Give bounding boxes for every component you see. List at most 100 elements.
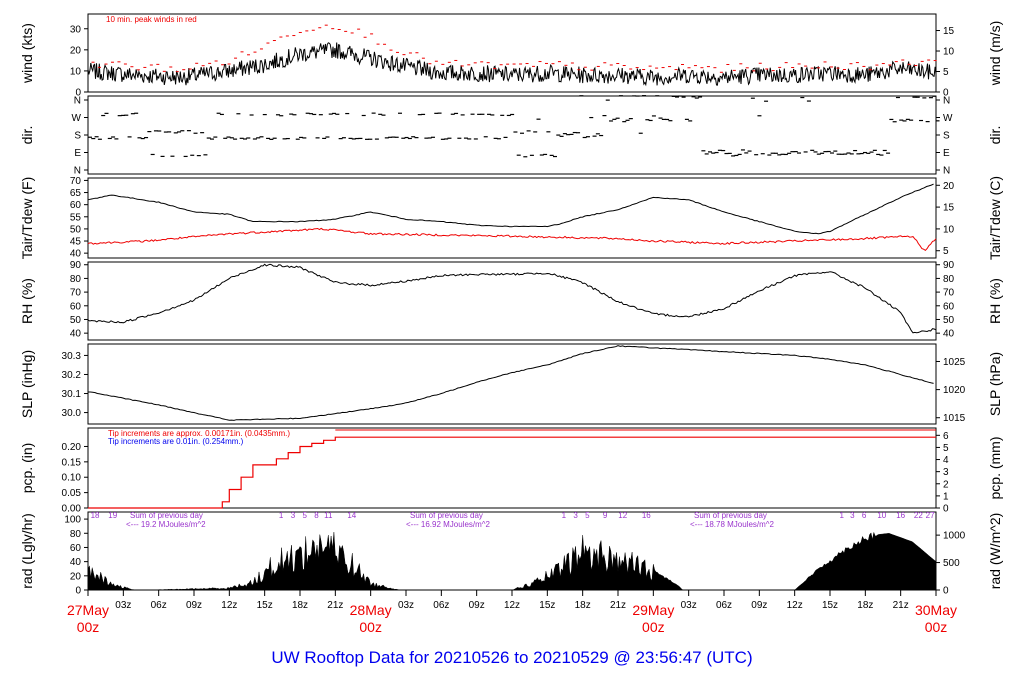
rad-ytick-label-right: 1000 [943, 531, 966, 542]
rad-hour-mark: 16 [642, 511, 651, 520]
x-hour-label: 12z [221, 600, 237, 611]
wind-panel [87, 13, 937, 93]
wind-ytick-label-left: 0 [75, 88, 81, 99]
rh-ytick-label-right: 40 [943, 329, 955, 340]
x-hour-label: 03z [398, 600, 414, 611]
rad-ytick-label-left: 20 [70, 571, 82, 582]
pcp-ylabel-right: pcp. (mm) [987, 437, 1003, 500]
rh-ytick-label-left: 70 [70, 288, 82, 299]
dir-ylabel-left: dir. [19, 126, 35, 145]
x-hour-label: 21z [610, 600, 626, 611]
pcp-ytick-label-left: 0.10 [62, 473, 82, 484]
dir-ytick-label-right: S [943, 131, 950, 142]
rad-hour-mark: 1 [279, 511, 284, 520]
wind-peak-note: 10 min. peak winds in red [106, 15, 197, 24]
slp-ylabel-left: SLP (inHg) [19, 350, 35, 418]
rad-ytick-label-left: 100 [64, 515, 81, 526]
temp-ytick-label-left: 45 [70, 237, 82, 248]
rad-hour-mark: 5 [302, 511, 307, 520]
pcp-ytick-label-left: 0.20 [62, 442, 82, 453]
dir-ytick-label-left: E [74, 148, 81, 159]
x-hour-label: 18z [575, 600, 591, 611]
pcp-panel [87, 427, 937, 509]
x-hour-label: 09z [186, 600, 202, 611]
slp-ylabel-right: SLP (hPa) [987, 352, 1003, 416]
wind-ytick-label-left: 30 [70, 24, 82, 35]
temp-ytick-label-left: 40 [70, 249, 82, 260]
rh-series-line [87, 263, 937, 334]
rad-hour-mark: 19 [108, 511, 117, 520]
x-hour-label: 15z [539, 600, 555, 611]
rh-ytick-label-left: 40 [70, 329, 82, 340]
temp-ytick-label-left: 65 [70, 188, 82, 199]
slp-ytick-label-left: 30.0 [62, 408, 82, 419]
wind-ylabel-left: wind (kts) [19, 23, 35, 84]
rad-hour-mark: 18 [91, 511, 100, 520]
rh-panel [87, 261, 937, 341]
rh-ylabel-left: RH (%) [19, 278, 35, 324]
temp-ylabel-left: Tair/Tdew (F) [19, 177, 35, 259]
footer-title: UW Rooftop Data for 20210526 to 20210529… [271, 648, 753, 667]
rh-ylabel-right: RH (%) [987, 278, 1003, 324]
rh-ytick-label-left: 80 [70, 274, 82, 285]
temp-ytick-label-left: 55 [70, 212, 82, 223]
dir-ytick-label-right: N [943, 96, 950, 107]
pcp-ylabel-left: pcp. (in) [19, 443, 35, 494]
wind-ytick-label-right: 15 [943, 26, 955, 37]
rad-ytick-label-left: 0 [75, 586, 81, 597]
dir-ytick-label-right: N [943, 166, 950, 177]
wind-ytick-label-right: 5 [943, 67, 949, 78]
x-hour-label: 03z [115, 600, 131, 611]
rh-ytick-label-right: 60 [943, 301, 955, 312]
dir-panel [87, 95, 937, 175]
slp-ytick-label-right: 1025 [943, 357, 966, 368]
temp-ytick-label-right: 10 [943, 224, 955, 235]
pcp-ytick-label-left: 0.05 [62, 488, 82, 499]
x-hour-label: 18z [857, 600, 873, 611]
wind-ytick-label-right: 0 [943, 88, 949, 99]
slp-ytick-label-left: 30.2 [62, 370, 82, 381]
rad-ytick-label-right: 0 [943, 586, 949, 597]
rad-hour-mark: 14 [347, 511, 356, 520]
x-hour-label: 15z [822, 600, 838, 611]
x-day-hour-label: 00z [642, 619, 665, 635]
rad-hour-mark: 3 [291, 511, 296, 520]
x-hour-label: 09z [751, 600, 767, 611]
x-day-label: 29May [632, 602, 674, 618]
chart-marks: 0102030051015NWSENNWSEN40455055606570510… [62, 24, 966, 635]
temp-ytick-label-right: 15 [943, 203, 955, 214]
rad-hour-mark: 8 [314, 511, 319, 520]
rad-hour-mark: 1 [840, 511, 845, 520]
dir-ytick-label-right: E [943, 148, 950, 159]
temp-ytick-label-left: 60 [70, 200, 82, 211]
rh-ytick-label-right: 80 [943, 274, 955, 285]
x-day-label: 28May [350, 602, 392, 618]
x-hour-label: 21z [893, 600, 909, 611]
tair-series-line [87, 183, 934, 235]
x-hour-label: 06z [433, 600, 449, 611]
slp-series-line [88, 345, 934, 421]
pcp-ytick-label-right: 3 [943, 467, 949, 478]
rad-ytick-label-left: 40 [70, 557, 82, 568]
rad-hour-mark: 1 [562, 511, 567, 520]
rad-hour-mark: 10 [877, 511, 886, 520]
rad-hour-mark: 12 [618, 511, 627, 520]
pcp-series-line [88, 436, 936, 509]
x-hour-label: 12z [787, 600, 803, 611]
rad-ytick-label-right: 500 [943, 558, 960, 569]
rad-ylabel-left: rad (Lgly/hr) [19, 513, 35, 588]
rad-ytick-label-left: 60 [70, 543, 82, 554]
slp-ytick-label-right: 1015 [943, 413, 966, 424]
rad-hour-mark: 6 [862, 511, 867, 520]
rad-ylabel-right: rad (W/m^2) [987, 513, 1003, 590]
x-day-hour-label: 00z [77, 619, 100, 635]
dir-ytick-label-right: W [943, 113, 953, 124]
rad-hour-mark: 5 [585, 511, 590, 520]
pcp-note-blue: Tip increments are 0.01in. (0.254mm.) [108, 437, 244, 446]
rh-ytick-label-left: 50 [70, 315, 82, 326]
pcp-ytick-label-right: 5 [943, 443, 949, 454]
x-hour-label: 06z [716, 600, 732, 611]
rh-ytick-label-left: 60 [70, 301, 82, 312]
rad-hour-mark: 3 [573, 511, 578, 520]
rad-sum-value-3: <--- 18.78 MJoules/m^2 [690, 520, 775, 529]
